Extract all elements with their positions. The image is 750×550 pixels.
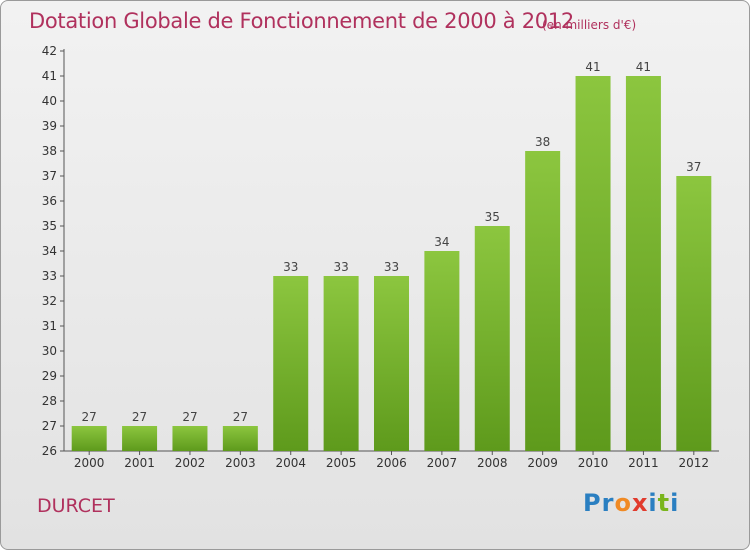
y-tick-label: 37 bbox=[42, 169, 57, 183]
chart-subtitle: (en milliers d'€) bbox=[542, 18, 637, 32]
y-tick-label: 34 bbox=[42, 244, 57, 258]
data-label: 33 bbox=[333, 260, 348, 274]
y-tick-label: 41 bbox=[42, 69, 57, 83]
data-label: 33 bbox=[283, 260, 298, 274]
data-label: 37 bbox=[686, 160, 701, 174]
bar bbox=[625, 76, 661, 451]
x-tick-label: 2010 bbox=[578, 456, 609, 470]
y-tick-label: 27 bbox=[42, 419, 57, 433]
bar bbox=[172, 426, 208, 451]
y-tick-label: 38 bbox=[42, 144, 57, 158]
commune-name: DURCET bbox=[37, 495, 115, 517]
y-tick-label: 32 bbox=[42, 294, 57, 308]
bar bbox=[222, 426, 258, 451]
data-label: 34 bbox=[434, 235, 449, 249]
x-tick-label: 2009 bbox=[527, 456, 558, 470]
y-tick-label: 42 bbox=[42, 44, 57, 58]
data-label: 41 bbox=[636, 60, 651, 74]
logo-letter: r bbox=[601, 489, 615, 517]
logo-letter: i bbox=[648, 489, 658, 517]
y-tick-label: 35 bbox=[42, 219, 57, 233]
x-tick-label: 2011 bbox=[628, 456, 659, 470]
y-tick-label: 39 bbox=[42, 119, 57, 133]
y-tick-label: 33 bbox=[42, 269, 57, 283]
bar bbox=[273, 276, 309, 451]
chart-title: Dotation Globale de Fonctionnement de 20… bbox=[29, 9, 574, 33]
data-label: 27 bbox=[82, 410, 97, 424]
y-tick-label: 26 bbox=[42, 444, 57, 458]
x-tick-label: 2003 bbox=[225, 456, 256, 470]
data-label: 33 bbox=[384, 260, 399, 274]
proxiti-logo: Proxiti bbox=[583, 489, 679, 517]
data-label: 27 bbox=[132, 410, 147, 424]
data-label: 35 bbox=[485, 210, 500, 224]
x-tick-label: 2002 bbox=[175, 456, 206, 470]
logo-letter: i bbox=[670, 489, 680, 517]
y-tick-label: 40 bbox=[42, 94, 57, 108]
data-label: 27 bbox=[233, 410, 248, 424]
logo-letter: o bbox=[614, 489, 632, 517]
x-tick-label: 2012 bbox=[679, 456, 710, 470]
y-tick-label: 31 bbox=[42, 319, 57, 333]
bar bbox=[374, 276, 409, 451]
bar bbox=[525, 151, 561, 451]
y-tick-label: 30 bbox=[42, 344, 57, 358]
x-tick-label: 2000 bbox=[74, 456, 105, 470]
logo-letter: x bbox=[631, 489, 649, 517]
logo-letter: P bbox=[583, 489, 602, 517]
logo-letter: t bbox=[657, 489, 671, 517]
y-tick-label: 28 bbox=[42, 394, 57, 408]
x-tick-label: 2008 bbox=[477, 456, 508, 470]
y-tick-label: 29 bbox=[42, 369, 57, 383]
x-tick-label: 2001 bbox=[124, 456, 155, 470]
data-label: 27 bbox=[182, 410, 197, 424]
bar bbox=[676, 176, 712, 451]
x-tick-label: 2005 bbox=[326, 456, 357, 470]
bar bbox=[474, 226, 510, 451]
bar bbox=[323, 276, 359, 451]
x-tick-label: 2004 bbox=[275, 456, 306, 470]
bar bbox=[71, 426, 107, 451]
data-label: 38 bbox=[535, 135, 550, 149]
x-tick-label: 2006 bbox=[376, 456, 407, 470]
bar bbox=[122, 426, 158, 451]
data-label: 41 bbox=[585, 60, 600, 74]
bar bbox=[575, 76, 611, 451]
bar bbox=[424, 251, 460, 451]
x-tick-label: 2007 bbox=[427, 456, 458, 470]
y-tick-label: 36 bbox=[42, 194, 57, 208]
